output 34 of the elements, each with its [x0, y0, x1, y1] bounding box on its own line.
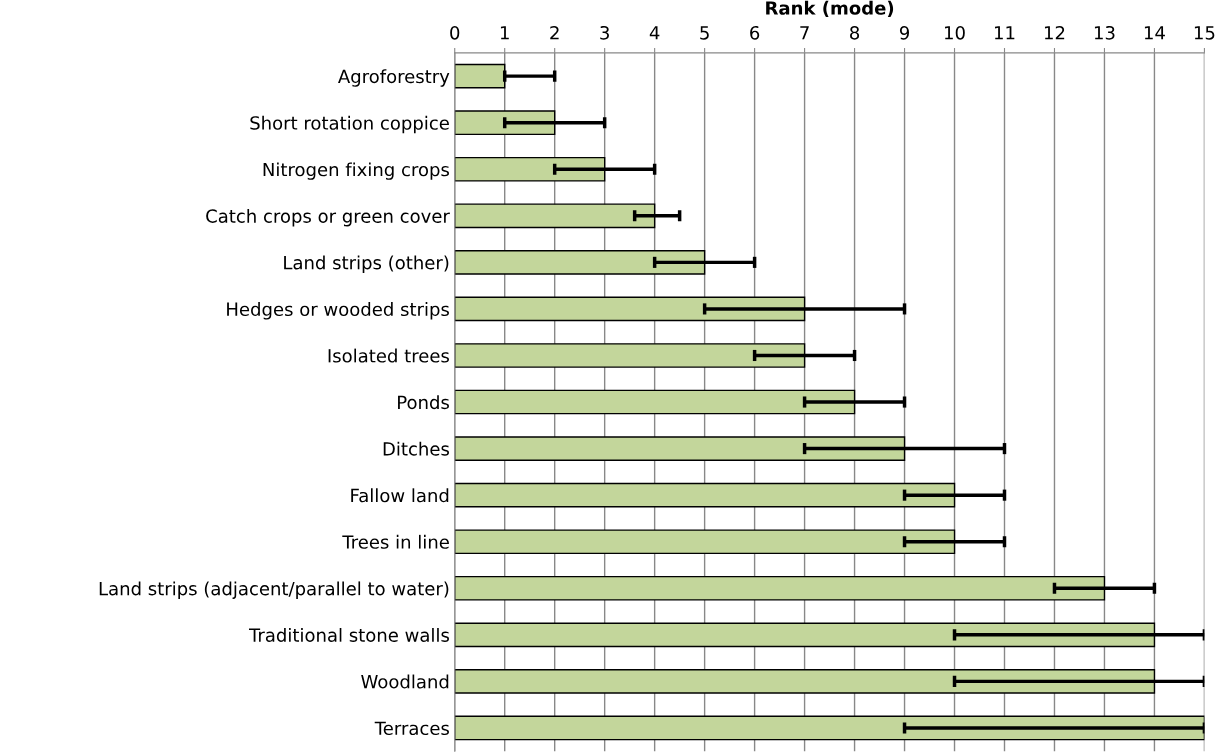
- y-tick-label: Land strips (other): [284, 255, 449, 273]
- x-tick-label: 4: [649, 26, 660, 40]
- y-tick-label: Isolated trees: [328, 348, 449, 363]
- x-tick-label: 10: [945, 25, 965, 40]
- x-tick-label: 0: [450, 25, 460, 40]
- x-tick-label: 15: [1194, 26, 1215, 40]
- x-tick-label: 2: [550, 25, 559, 40]
- y-tick-label: Trees in line: [342, 534, 449, 549]
- y-tick-label: Ponds: [398, 395, 449, 410]
- bar: [454, 63, 506, 89]
- x-tick-label: 12: [1044, 25, 1065, 40]
- y-tick-label: Agroforestry: [338, 69, 450, 87]
- x-axis-title: Rank (mode): [766, 0, 894, 17]
- y-tick-label: Woodland: [361, 674, 449, 689]
- y-tick-label: Nitrogen fixing crops: [263, 162, 449, 180]
- x-tick-label: 9: [899, 25, 910, 40]
- x-tick-label: 3: [600, 25, 609, 40]
- x-tick-label: 6: [750, 25, 760, 40]
- x-tick-label: 14: [1144, 26, 1165, 40]
- y-tick-label: Traditional stone walls: [248, 627, 449, 642]
- y-tick-label: Catch crops or green cover: [206, 208, 450, 227]
- y-tick-label: Land strips (adjacent/parallel to water): [99, 581, 449, 599]
- x-tick-label: 13: [1094, 25, 1115, 40]
- y-tick-label: Terraces: [374, 721, 449, 736]
- x-tick-label: 5: [700, 26, 709, 40]
- y-tick-label: Fallow land: [351, 488, 449, 503]
- y-tick-label: Hedges or wooded strips: [227, 302, 449, 320]
- y-tick-label: Ditches: [383, 441, 449, 456]
- y-tick-label: Short rotation coppice: [250, 115, 449, 134]
- x-tick-label: 7: [800, 26, 809, 40]
- x-tick-label: 11: [995, 26, 1015, 40]
- x-tick-label: 1: [500, 26, 509, 40]
- bar: [454, 715, 1205, 741]
- x-tick-label: 8: [850, 25, 860, 40]
